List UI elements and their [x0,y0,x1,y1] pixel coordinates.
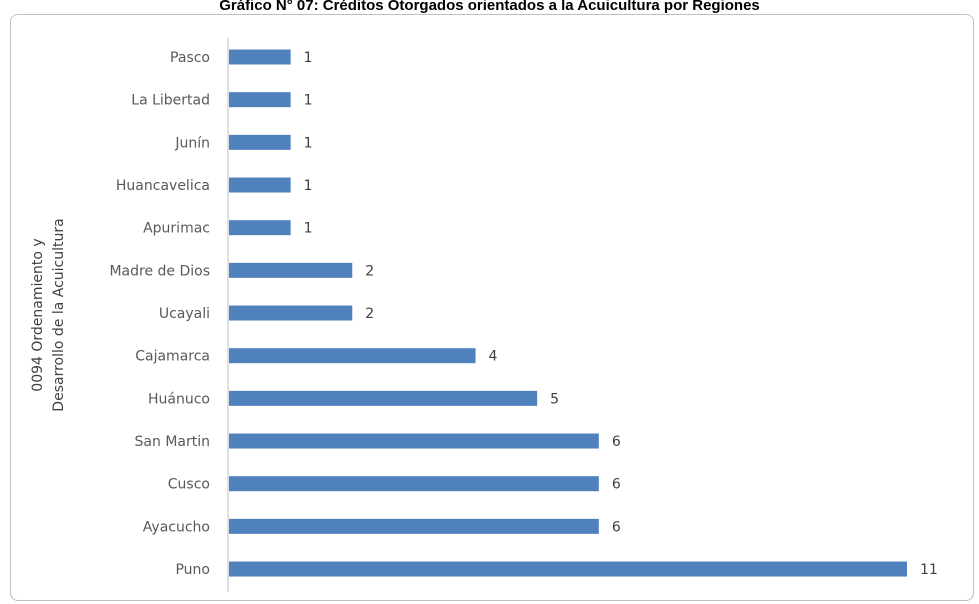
data-label: 1 [304,135,313,151]
data-label: 4 [489,349,498,365]
bar [229,348,476,364]
data-label: 6 [612,434,621,450]
data-label: 1 [304,50,313,66]
y-axis-label-line-1: 0094 Ordenamiento y [30,238,46,391]
bar [229,476,599,492]
chart-frame [10,14,974,601]
category-label: Cusco [168,477,210,493]
bar [229,220,291,236]
bar [229,262,353,278]
category-label: San Martin [135,434,210,450]
category-label: Huánuco [148,391,210,407]
data-label: 1 [304,221,313,237]
category-label: La Libertad [131,93,210,109]
category-label: Junín [174,135,210,151]
category-label: Ucayali [159,306,210,322]
bar [229,305,353,321]
category-label: Apurimac [143,221,210,237]
category-label: Cajamarca [135,349,210,365]
bar [229,433,599,449]
data-label: 5 [550,391,559,407]
bar [229,134,291,150]
category-label: Puno [175,562,210,578]
data-label: 11 [920,562,938,578]
category-label: Madre de Dios [109,263,210,279]
bar [229,518,599,534]
bar [229,177,291,193]
data-label: 6 [612,477,621,493]
bar [229,49,291,65]
chart-title: Gráfico N° 07: Créditos Otorgados orient… [219,0,760,14]
data-label: 1 [304,93,313,109]
y-axis-label-line-2: Desarrollo de la Acuicultura [51,218,67,411]
category-label: Ayacucho [143,519,210,535]
bar [229,390,538,406]
data-label: 2 [365,306,374,322]
data-label: 6 [612,519,621,535]
bar [229,561,907,577]
category-label: Pasco [170,50,210,66]
data-label: 2 [365,263,374,279]
bar [229,92,291,108]
data-label: 1 [304,178,313,194]
category-label: Huancavelica [116,178,210,194]
